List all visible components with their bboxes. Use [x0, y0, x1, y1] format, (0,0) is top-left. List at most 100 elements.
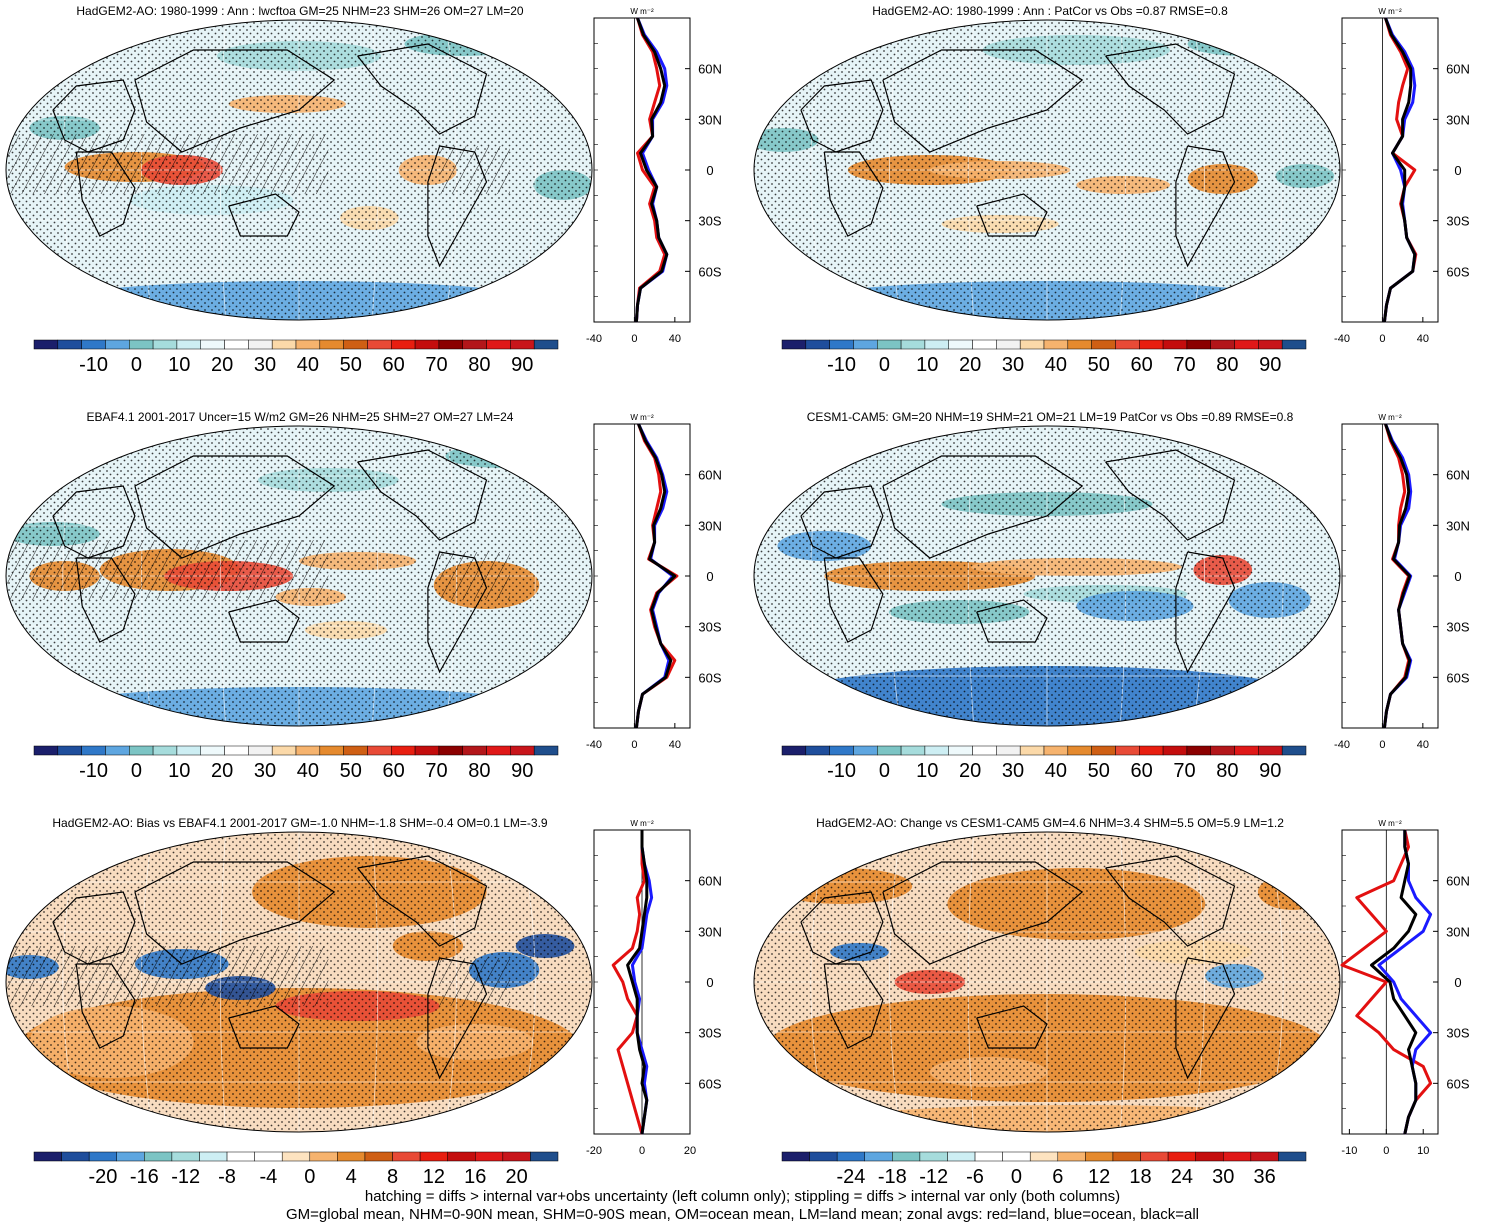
colorbar-label: 20	[959, 760, 981, 782]
colorbar-swatch	[919, 1151, 948, 1162]
colorbar-swatch	[1234, 745, 1259, 756]
colorbar-label: 0	[131, 760, 142, 782]
colorbar-swatch	[510, 339, 535, 350]
x-tick-label: 0	[1379, 333, 1385, 345]
zonal-mean-plot: W m⁻² 60N 30N 0 30S 60S -40 0 40	[1334, 413, 1470, 751]
colorbar-swatch	[199, 1151, 228, 1162]
hatching-overlay	[6, 540, 329, 600]
colorbar-label: 10	[168, 760, 190, 782]
colorbar-label: 60	[1131, 354, 1153, 376]
colorbar-swatch	[1115, 339, 1140, 350]
colorbar-swatch	[892, 1151, 921, 1162]
coastline	[228, 193, 300, 237]
colorbar-label: 30	[254, 760, 276, 782]
colorbar-swatch	[900, 339, 926, 350]
x-tick-label: 0	[631, 333, 637, 345]
lat-tick-label: 60S	[698, 670, 721, 685]
hatching-overlay	[6, 946, 329, 1006]
colorbar-swatch	[337, 1151, 366, 1162]
panel-2: HadGEM2-AO: 1980-1999 : Ann : PatCor vs …	[753, 4, 1470, 376]
zonal-line-ocean	[634, 423, 675, 729]
colorbar-label: 20	[211, 760, 233, 782]
coastline	[134, 861, 336, 965]
colorbar-label: 50	[340, 760, 362, 782]
coastline	[823, 151, 884, 237]
colorbar-swatch	[319, 745, 344, 756]
x-tick-label: 0	[1383, 1145, 1389, 1157]
colorbar-swatch	[1234, 339, 1259, 350]
colorbar-label: 10	[168, 354, 190, 376]
coastline	[52, 485, 136, 559]
colorbar-swatch	[33, 1151, 62, 1162]
colorbar-label: -10	[827, 354, 856, 376]
colorbar-swatch	[1057, 1151, 1086, 1162]
colorbar-label: 40	[297, 760, 319, 782]
colorbar-label: 36	[1254, 1166, 1276, 1188]
hatching-overlay	[439, 146, 510, 194]
colorbar-swatch	[224, 745, 249, 756]
x-tick-label: 40	[1417, 333, 1429, 345]
coastline	[976, 1005, 1048, 1049]
colorbar-label: -6	[966, 1166, 984, 1188]
map-border	[753, 425, 1341, 727]
zonal-line-ocean	[1382, 17, 1417, 323]
colorbar: -10 0 10 20 30 40 50 60 70 80 90	[33, 339, 559, 376]
x-tick-label: 10	[1417, 1145, 1429, 1157]
coastline	[134, 49, 336, 153]
coastline	[823, 557, 884, 643]
lat-tick-label: 0	[706, 975, 713, 990]
coastline	[1105, 43, 1236, 135]
colorbar-label: 8	[387, 1166, 398, 1188]
colorbar-label: 30	[254, 354, 276, 376]
lat-tick-label: 0	[1454, 569, 1461, 584]
unit-label: W m⁻²	[1378, 7, 1402, 16]
stippling-overlay	[754, 832, 1340, 1132]
colorbar-swatch	[836, 1151, 865, 1162]
colorbar-swatch	[438, 745, 463, 756]
colorbar-label: 6	[1052, 1166, 1063, 1188]
colorbar-swatch	[171, 1151, 200, 1162]
colorbar-label: 60	[1131, 760, 1153, 782]
hatching-overlay	[439, 552, 510, 600]
colorbar-swatch	[829, 339, 854, 350]
lat-tick-label: 60N	[1446, 468, 1470, 483]
zonal-line-all	[1382, 423, 1412, 729]
colorbar-swatch	[900, 745, 926, 756]
lat-tick-label: 60S	[1446, 1076, 1469, 1091]
coastline	[52, 79, 136, 153]
map-border	[753, 19, 1341, 321]
colorbar-swatch	[144, 1151, 173, 1162]
colorbar-swatch	[1067, 745, 1092, 756]
colorbar-swatch	[864, 1151, 893, 1162]
colorbar-label: -12	[171, 1166, 200, 1188]
colorbar-swatch	[319, 339, 344, 350]
map-border	[753, 831, 1341, 1133]
colorbar-swatch	[419, 1151, 448, 1162]
colorbar-label: 90	[511, 354, 533, 376]
panel-title: HadGEM2-AO: Bias vs EBAF4.1 2001-2017 GM…	[52, 816, 548, 830]
coastline	[976, 193, 1048, 237]
colorbar-swatch	[271, 339, 297, 350]
hatching-overlay	[439, 958, 510, 1006]
colorbar-label: -8	[218, 1166, 236, 1188]
colorbar-swatch	[129, 339, 154, 350]
panel-title: HadGEM2-AO: Change vs CESM1-CAM5 GM=4.6 …	[816, 816, 1284, 830]
colorbar-swatch	[530, 1151, 559, 1162]
colorbar-swatch	[200, 745, 225, 756]
colorbar-label: 30	[1212, 1166, 1234, 1188]
colorbar-swatch	[248, 745, 273, 756]
footer-note-hatching: hatching = diffs > internal var+obs unce…	[364, 1188, 1121, 1205]
colorbar-swatch	[486, 745, 511, 756]
coastline	[134, 455, 336, 559]
coastline	[800, 79, 884, 153]
colorbar-swatch	[510, 745, 535, 756]
colorbar-swatch	[462, 339, 487, 350]
colorbar-swatch	[1115, 745, 1140, 756]
panel-title: HadGEM2-AO: 1980-1999 : Ann : PatCor vs …	[872, 4, 1228, 18]
coastline	[228, 1005, 300, 1049]
lat-tick-label: 30N	[1446, 518, 1470, 533]
colorbar-label: 0	[879, 354, 890, 376]
coastline	[75, 963, 136, 1049]
coastline	[823, 963, 884, 1049]
